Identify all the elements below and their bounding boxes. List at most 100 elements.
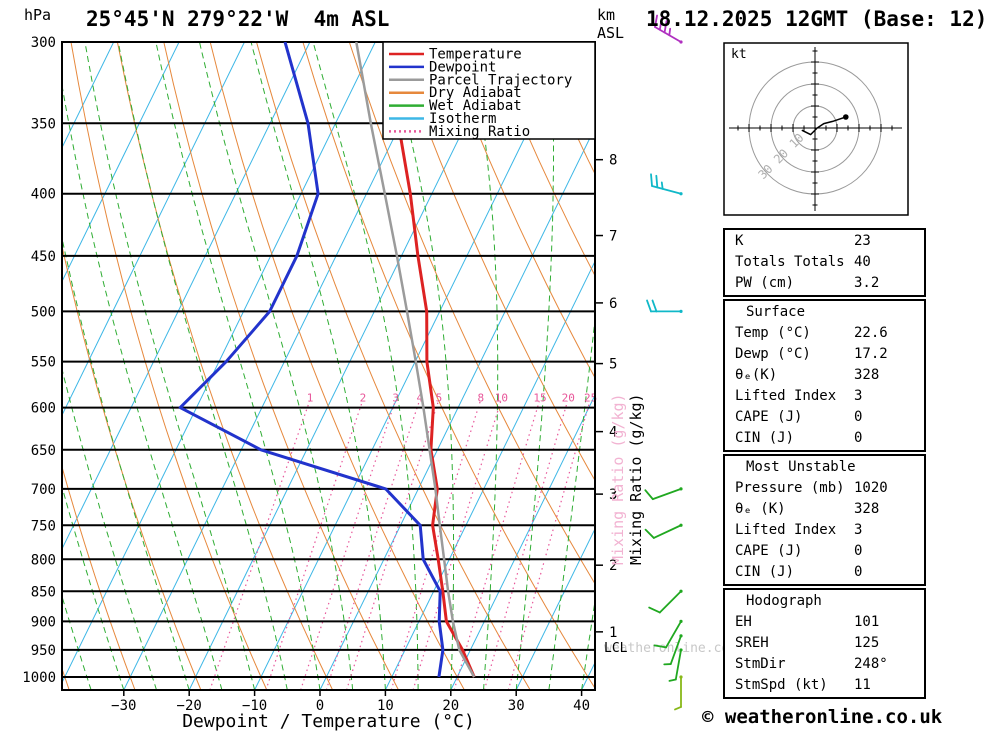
row-label: θₑ (K): [735, 501, 786, 517]
row-value: 0: [854, 543, 863, 559]
table-row: Totals Totals 40: [725, 252, 924, 273]
row-label: EH: [735, 614, 752, 630]
svg-text:−10: −10: [242, 698, 267, 714]
pressure-unit-label: hPa: [24, 6, 51, 24]
dry-adiabats: [62, 42, 595, 690]
table-row: StmSpd (kt) 11: [725, 675, 924, 696]
table-section-header: Hodograph: [746, 593, 822, 609]
datetime-title: 18.12.2025 12GMT (Base: 12): [646, 7, 988, 31]
svg-text:30: 30: [508, 698, 525, 714]
chart-background: [62, 42, 595, 690]
row-label: K: [735, 233, 744, 249]
indices-panel: K 23 Totals Totals 40 PW (cm) 3.2 Surface Temp …: [723, 228, 926, 701]
row-value: 22.6: [854, 325, 888, 341]
legend-label: Mixing Ratio: [429, 124, 530, 140]
row-value: 0: [854, 409, 863, 425]
indices-table: K 23 Totals Totals 40 PW (cm) 3.2: [723, 228, 926, 297]
svg-text:25: 25: [584, 392, 597, 405]
svg-text:20: 20: [562, 392, 575, 405]
svg-text:10: 10: [495, 392, 508, 405]
svg-text:4: 4: [609, 425, 617, 441]
svg-text:−20: −20: [177, 698, 202, 714]
table-row: CAPE (J) 0: [725, 541, 924, 562]
table-row: SREH 125: [725, 633, 924, 654]
table-row: Lifted Index 3: [725, 386, 924, 407]
row-label: PW (cm): [735, 275, 795, 291]
profiles: [178, 42, 476, 678]
legend-label: Dewpoint: [429, 59, 496, 75]
row-value: 0: [854, 430, 863, 446]
row-label: SREH: [735, 635, 769, 651]
mixing-ratio-axis-label: Mixing Ratio (g/kg): [627, 393, 645, 565]
table-row: Pressure (mb) 1020: [725, 478, 924, 499]
svg-text:400: 400: [31, 187, 56, 203]
svg-text:7: 7: [609, 229, 617, 245]
svg-text:450: 450: [31, 249, 56, 265]
wet-adiabats: [62, 42, 595, 690]
mixing-ratio-labels: 1 2 3 4 5 8 10 15 20 25: [307, 392, 598, 405]
table-row: Lifted Index 3: [725, 520, 924, 541]
table-row: PW (cm) 3.2: [725, 273, 924, 294]
svg-text:ASL: ASL: [597, 24, 624, 42]
legend-label: Wet Adiabat: [429, 98, 522, 114]
mixing-ratio-lines: [209, 401, 591, 690]
storm-motion-dot: [843, 114, 849, 120]
row-value: 125: [854, 635, 880, 651]
series-parcel-trajectory: [355, 42, 476, 678]
legend-label: Dry Adiabat: [429, 85, 522, 101]
svg-text:6: 6: [609, 296, 617, 312]
row-label: Lifted Index: [735, 388, 837, 404]
table-row: Temp (°C) 22.6: [725, 323, 924, 344]
table-section-header: Most Unstable: [746, 459, 856, 475]
legend-label: Isotherm: [429, 111, 496, 127]
svg-text:5: 5: [436, 392, 443, 405]
station-title: 25°45'N 279°22'W 4m ASL: [86, 7, 390, 31]
svg-text:750: 750: [31, 518, 56, 534]
svg-text:3: 3: [609, 487, 617, 503]
row-label: Dewp (°C): [735, 346, 811, 362]
svg-text:10: 10: [377, 698, 394, 714]
row-label: Pressure (mb): [735, 480, 845, 496]
svg-text:8: 8: [478, 392, 485, 405]
row-label: CAPE (J): [735, 543, 803, 559]
svg-text:650: 650: [31, 443, 56, 459]
inline-watermark: weatheronline.co.uk: [604, 641, 753, 656]
row-label: StmSpd (kt): [735, 677, 828, 693]
svg-text:850: 850: [31, 584, 56, 600]
row-value: 101: [854, 614, 880, 630]
row-value: 11: [854, 677, 871, 693]
svg-text:700: 700: [31, 482, 56, 498]
row-label: CIN (J): [735, 430, 795, 446]
svg-text:2: 2: [360, 392, 367, 405]
svg-text:5: 5: [609, 357, 617, 373]
row-value: 3: [854, 522, 863, 538]
table-section-header: Surface: [746, 304, 806, 320]
row-label: Temp (°C): [735, 325, 811, 341]
row-value: 328: [854, 367, 880, 383]
table-row: Dewp (°C) 17.2: [725, 344, 924, 365]
legend-label: Parcel Trajectory: [429, 72, 572, 88]
row-value: 0: [854, 564, 863, 580]
row-value: 1020: [854, 480, 888, 496]
table-row: CAPE (J) 0: [725, 407, 924, 428]
svg-text:600: 600: [31, 401, 56, 417]
mixing-ratio-watermark: Mixing Ratio (g/kg): [609, 393, 627, 565]
table-row: CIN (J) 0: [725, 428, 924, 449]
svg-text:500: 500: [31, 304, 56, 320]
svg-text:−30: −30: [111, 698, 136, 714]
table-row: StmDir 248°: [725, 654, 924, 675]
table-row: EH 101: [725, 612, 924, 633]
svg-text:1: 1: [307, 392, 314, 405]
plot-frame: [61, 41, 596, 691]
svg-text:km: km: [597, 6, 615, 24]
row-value: 3.2: [854, 275, 880, 291]
row-value: 3: [854, 388, 863, 404]
row-value: 328: [854, 501, 880, 517]
indices-table: Hodograph EH 101 SREH 125 StmDir 248° StmSpd (k…: [723, 588, 926, 699]
svg-text:4: 4: [416, 392, 423, 405]
svg-text:1000: 1000: [22, 670, 56, 686]
